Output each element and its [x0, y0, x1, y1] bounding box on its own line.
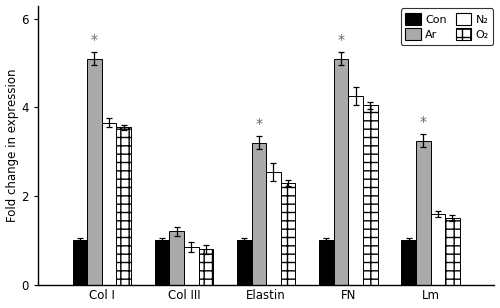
Bar: [72, 240, 87, 285]
Bar: [416, 141, 430, 285]
Bar: [266, 172, 281, 285]
Bar: [237, 240, 252, 285]
Text: *: *: [91, 33, 98, 47]
Bar: [170, 231, 184, 285]
Text: *: *: [256, 117, 262, 131]
Bar: [319, 240, 334, 285]
Bar: [363, 105, 378, 285]
Bar: [154, 240, 170, 285]
Bar: [430, 214, 445, 285]
Bar: [116, 127, 131, 285]
Bar: [87, 59, 102, 285]
Text: *: *: [338, 33, 344, 47]
Bar: [445, 218, 460, 285]
Bar: [252, 143, 266, 285]
Bar: [281, 183, 295, 285]
Bar: [348, 96, 363, 285]
Bar: [334, 59, 348, 285]
Bar: [102, 123, 117, 285]
Y-axis label: Fold change in expression: Fold change in expression: [6, 68, 18, 222]
Bar: [184, 247, 198, 285]
Bar: [198, 249, 213, 285]
Text: *: *: [420, 115, 426, 129]
Legend: Con, Ar, N₂, O₂: Con, Ar, N₂, O₂: [401, 8, 494, 45]
Bar: [402, 240, 416, 285]
